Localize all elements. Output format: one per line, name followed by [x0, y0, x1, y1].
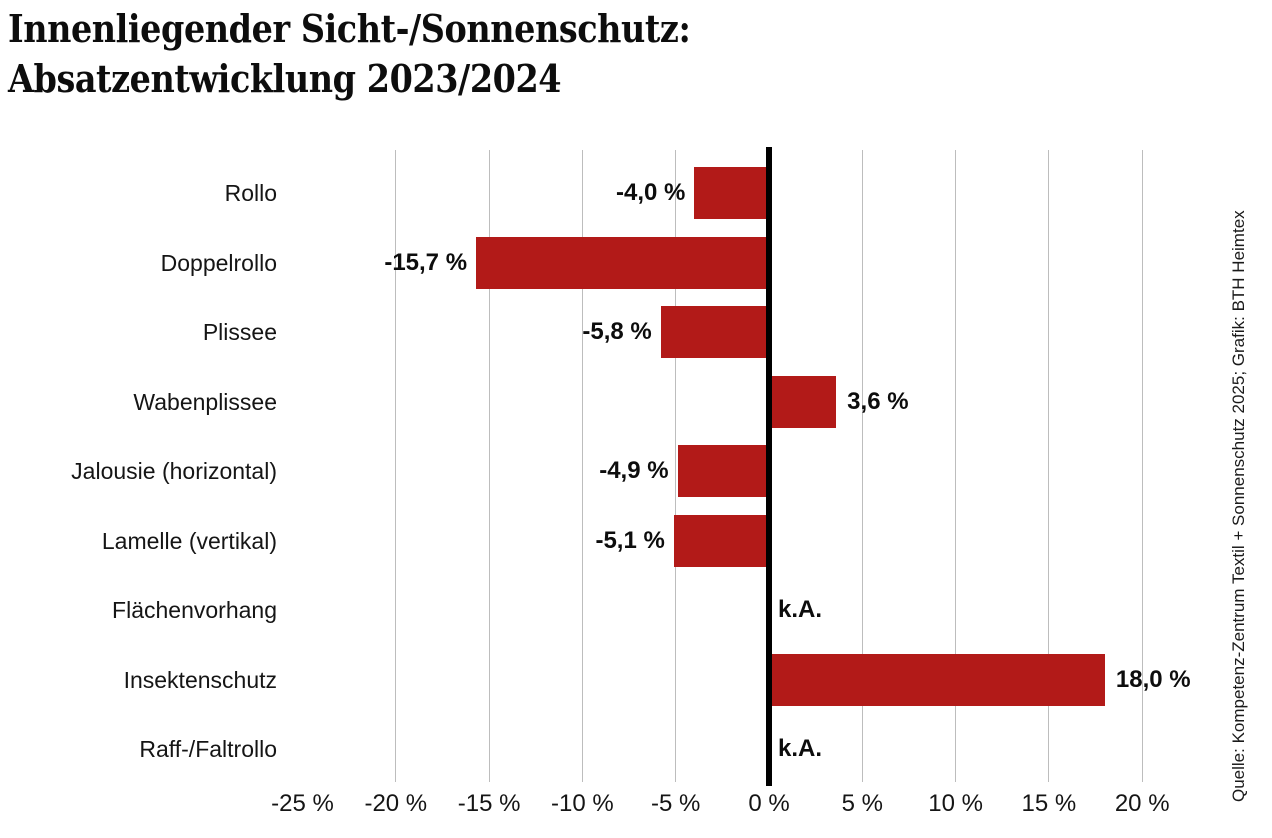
gridline — [488, 150, 490, 782]
value-label-no-data: k.A. — [778, 596, 823, 623]
x-tick-label: 0 % — [748, 790, 790, 817]
gridline — [1048, 150, 1050, 782]
x-tick-label: 15 % — [1021, 790, 1077, 817]
x-tick-label: 20 % — [1114, 790, 1170, 817]
category-label: Insektenschutz — [123, 666, 277, 693]
bar — [673, 514, 769, 567]
gridline — [395, 150, 397, 782]
gridline — [581, 150, 583, 782]
x-tick-label: -15 % — [457, 790, 521, 817]
category-label: Doppelrollo — [160, 249, 277, 276]
bar — [660, 306, 769, 358]
chart-title: Innenliegender Sicht-/Sonnenschutz: Absa… — [8, 4, 691, 104]
x-tick-label: -5 % — [651, 790, 701, 817]
gridline — [1141, 150, 1143, 782]
value-label: -5,1 % — [595, 526, 665, 554]
category-label: Raff-/Faltrollo — [139, 736, 277, 762]
category-label: Lamelle (vertikal) — [101, 527, 277, 554]
zero-axis — [766, 147, 772, 786]
category-label: Flächenvorhang — [112, 597, 277, 623]
value-label: 3,6 % — [847, 387, 909, 415]
category-label: Jalousie (horizontal) — [71, 458, 277, 484]
bar — [769, 653, 1105, 706]
source-note: Quelle: Kompetenz-Zentrum Textil + Sonne… — [1229, 210, 1248, 802]
bar — [769, 375, 837, 428]
x-tick-label: 5 % — [841, 790, 883, 817]
x-tick-label: -25 % — [271, 790, 334, 817]
x-tick-label: 10 % — [928, 790, 983, 817]
gridline — [675, 150, 677, 782]
bar — [476, 236, 769, 289]
gridline — [861, 150, 863, 782]
x-tick-label: -10 % — [551, 790, 614, 817]
category-label: Plissee — [202, 319, 277, 345]
bar — [677, 445, 769, 497]
value-label: -15,7 % — [384, 248, 468, 276]
value-label: -4,9 % — [599, 457, 669, 484]
bar — [694, 167, 769, 219]
category-label: Rollo — [224, 180, 277, 206]
value-label-no-data: k.A. — [778, 735, 823, 762]
x-tick-label: -20 % — [364, 790, 428, 817]
gridline — [955, 150, 957, 782]
chart-title-line2: Absatzentwicklung 2023/2024 — [8, 56, 562, 101]
value-label: -4,0 % — [616, 179, 686, 206]
category-label: Wabenplissee — [133, 388, 277, 415]
chart-title-line1: Innenliegender Sicht-/Sonnenschutz: — [8, 6, 691, 51]
value-label: 18,0 % — [1115, 665, 1191, 693]
value-label: -5,8 % — [582, 318, 652, 345]
